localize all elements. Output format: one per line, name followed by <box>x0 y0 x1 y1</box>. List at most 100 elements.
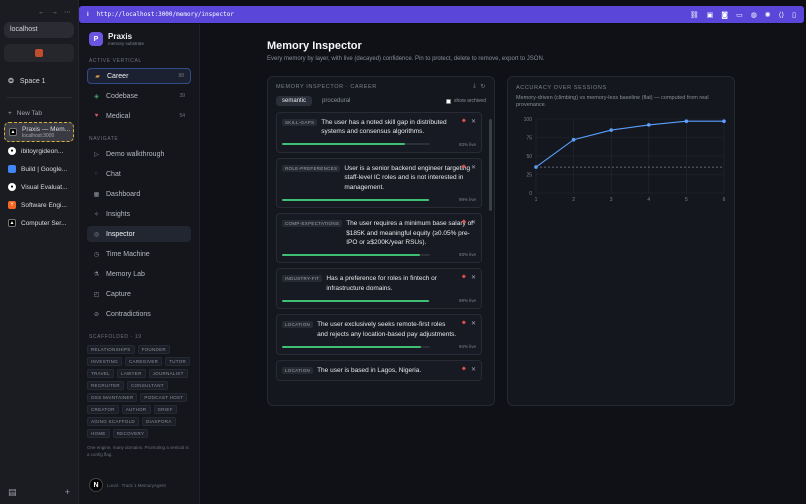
info-icon[interactable]: i <box>87 11 89 18</box>
scaffold-tag[interactable]: DIASPORA <box>141 417 176 426</box>
accuracy-heading: ACCURACY OVER SESSIONS <box>516 85 607 91</box>
pin-icon[interactable]: ⬥ <box>461 366 466 373</box>
brand-text: Praxis memory substrate <box>108 32 144 46</box>
memory-actions: ⬥ ✕ <box>462 320 476 327</box>
scaffold-tag[interactable]: RECRUITER <box>87 381 124 390</box>
tab-google-ai-studio[interactable]: Build | Google... <box>0 160 78 178</box>
confidence-fill <box>282 299 429 302</box>
vertical-codebase[interactable]: ◈ Codebase 39 <box>87 88 191 104</box>
brand[interactable]: P Praxis memory substrate <box>89 32 191 46</box>
pin-icon[interactable]: ⬥ <box>461 118 466 124</box>
add-icon[interactable]: + <box>64 487 70 497</box>
scaffold-tag[interactable]: TRAVEL <box>87 369 114 378</box>
tab-github[interactable]: ● ibitoyrgideon... <box>0 142 78 160</box>
data-point <box>684 119 689 124</box>
pin-icon[interactable]: ⬥ <box>461 274 466 281</box>
nav-inspector[interactable]: ◎ Inspector <box>87 226 191 242</box>
globe-icon[interactable]: ◍ <box>750 10 757 19</box>
data-point <box>609 128 613 132</box>
space-switcher[interactable]: ❂ Space 1 <box>0 74 78 88</box>
scaffold-tag[interactable]: CONSULTANT <box>126 381 168 390</box>
sidebar-icon[interactable]: ▯ <box>792 10 796 19</box>
scaffold-tag[interactable]: OSS MAINTAINER <box>87 393 138 402</box>
confidence-track <box>282 299 430 302</box>
scaffold-tag[interactable]: GRIEF <box>153 405 177 414</box>
nav-memory-lab[interactable]: ⚗ Memory Lab <box>87 266 191 282</box>
memory-card: INDUSTRY-FIT Has a preference for roles i… <box>276 268 482 310</box>
scaffold-tag[interactable]: CREATOR <box>87 405 119 414</box>
close-icon[interactable]: ✕ <box>470 367 476 374</box>
nav-label: Dashboard <box>106 190 141 198</box>
tab-computer[interactable]: ▲ Computer Ser... <box>0 214 78 232</box>
nav-label: Capture <box>106 290 131 298</box>
space-icon: ❂ <box>8 78 14 85</box>
scaffold-tag[interactable]: CAREGIVER <box>124 357 163 366</box>
vertical-medical[interactable]: ♥ Medical 54 <box>87 108 191 124</box>
close-icon[interactable]: ✕ <box>470 275 476 282</box>
confidence-bar: 93% live <box>282 252 476 257</box>
close-icon[interactable]: ✕ <box>470 321 476 328</box>
scaffold-tag[interactable]: LAWYER <box>116 369 146 378</box>
reader-icon[interactable]: ▭ <box>736 10 743 19</box>
scaffold-tag[interactable]: FOUNDER <box>137 345 170 354</box>
scaffold-tag[interactable]: AGING SCAFFOLD <box>87 417 139 426</box>
close-icon[interactable]: ✕ <box>470 220 476 227</box>
nav-dashboard[interactable]: ▦ Dashboard <box>87 186 191 202</box>
address-bar[interactable]: i http://localhost:3000/memory/inspector… <box>79 6 804 23</box>
address-url[interactable]: http://localhost:3000/memory/inspector <box>96 11 234 18</box>
url-field[interactable]: localhost <box>4 22 74 38</box>
pin-icon[interactable]: ⬥ <box>461 163 466 170</box>
scaffold-tag[interactable]: INVESTING <box>87 357 122 366</box>
back-arrow-icon[interactable]: ← <box>38 8 45 16</box>
memory-label: ROLE-PREFERENCES <box>282 164 341 172</box>
nav-chat[interactable]: ◌ Chat <box>87 166 191 182</box>
avatar[interactable]: N <box>89 478 103 492</box>
x-tick-label: 2 <box>572 197 575 203</box>
confidence-bar: 94% live <box>282 344 476 349</box>
download-icon[interactable]: ⤓ <box>473 83 477 89</box>
scaffold-tag[interactable]: TUTOR <box>165 357 191 366</box>
refresh-icon[interactable]: ↻ <box>480 84 486 90</box>
browser-sidebar: ← → ⋯ localhost ❂ Space 1 + New Tab ▲ Pr… <box>0 0 79 504</box>
nav-time-machine[interactable]: ◷ Time Machine <box>87 246 191 262</box>
nav-insights[interactable]: ✧ Insights <box>87 206 191 222</box>
confidence-fill <box>282 143 405 146</box>
divider <box>6 97 72 98</box>
link-icon[interactable]: ⛓ <box>689 10 699 19</box>
close-icon[interactable]: ✕ <box>470 164 476 171</box>
tab-semantic[interactable]: semantic <box>276 96 313 106</box>
scaffold-tag[interactable]: HOME <box>87 429 110 438</box>
memory-row: ROLE-PREFERENCES User is a senior backend… <box>282 164 476 192</box>
scaffold-tag[interactable]: JOURNALIST <box>148 369 188 378</box>
checkbox[interactable] <box>446 98 452 104</box>
archive-icon[interactable]: ▤ <box>8 487 17 497</box>
tab-visual-eval[interactable]: ● Visual Evaluat... <box>0 178 78 196</box>
scrollbar[interactable] <box>489 119 492 211</box>
screenshot-icon[interactable]: ▣ <box>706 10 714 19</box>
settings-icon[interactable]: ✺ <box>764 10 771 19</box>
tab-yc[interactable]: Y Software Engi... <box>0 196 78 214</box>
vertical-career[interactable]: ▰ Career 88 <box>87 68 191 84</box>
nav-contradictions[interactable]: ⊘ Contradictions <box>87 306 191 322</box>
close-icon[interactable]: ✕ <box>470 119 476 125</box>
tab-procedural[interactable]: procedural <box>322 98 351 104</box>
scaffold-tag[interactable]: RELATIONSHIPS <box>87 345 135 354</box>
scaffold-tag[interactable]: AUTHOR <box>121 405 151 414</box>
brand-subtitle: memory substrate <box>108 41 145 46</box>
scaffold-tag[interactable]: PODCAST HOST <box>140 393 188 402</box>
clock-icon: ◷ <box>93 251 100 258</box>
tab-praxis[interactable]: ▲ Praxis — Mem... localhost:3000 <box>4 122 74 142</box>
more-icon[interactable]: ⋯ <box>64 9 71 16</box>
pin-icon[interactable]: ⬥ <box>461 320 466 327</box>
show-archived-toggle[interactable]: show archived <box>446 98 486 104</box>
nav-demo-walkthrough[interactable]: ▷ Demo walkthrough <box>87 146 191 162</box>
scaffold-tag[interactable]: RECOVERY <box>112 429 149 438</box>
memory-text: The user requires a minimum base salary … <box>346 220 473 246</box>
pin-icon[interactable]: ⬥ <box>461 219 466 226</box>
new-tab-button[interactable]: + New Tab <box>0 104 78 122</box>
code-icon[interactable]: ⟨⟩ <box>778 10 785 19</box>
camera-icon[interactable]: ◙ <box>721 10 729 19</box>
pinned-tab[interactable] <box>4 44 74 62</box>
forward-arrow-icon[interactable]: → <box>51 8 58 16</box>
nav-capture[interactable]: ◰ Capture <box>87 286 191 302</box>
